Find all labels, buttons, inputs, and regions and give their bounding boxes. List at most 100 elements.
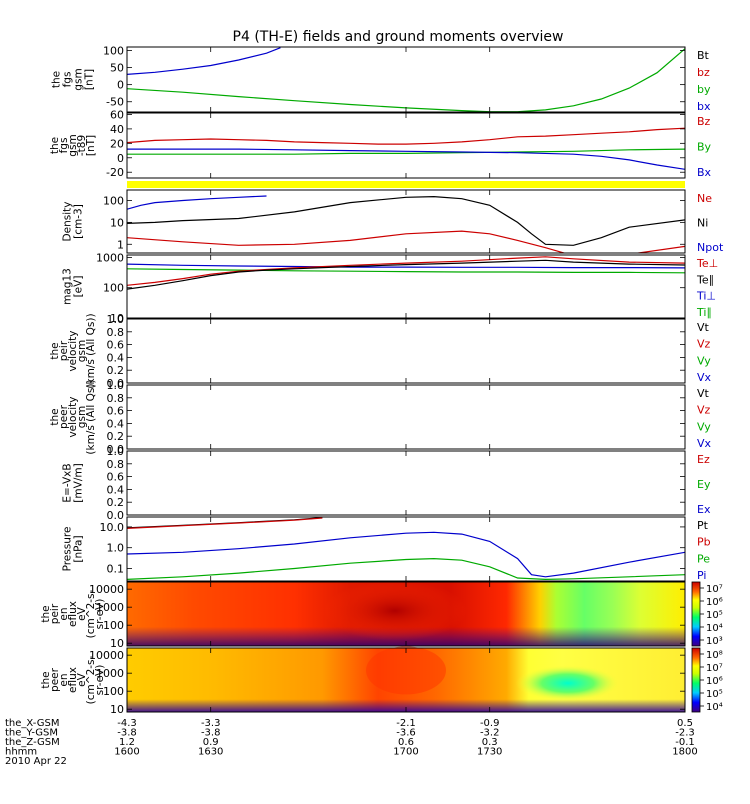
y-axis-label: en [58, 607, 70, 620]
x-axis-value: 1630 [198, 747, 223, 758]
y-tick-label: 1.0 [107, 313, 125, 326]
panel-fgs: 100 50 0 -50 the fgs gsm [nT] Bt bz by bx [51, 44, 711, 113]
y-tick-label: 10000 [89, 583, 124, 596]
y-axis-label: [nPa] [73, 535, 85, 562]
colorbar-tick-label: 10⁸ [706, 650, 723, 661]
legend-entry: Npot [697, 241, 724, 254]
legend-entry: bx [697, 100, 711, 113]
legend-entry: Pi [697, 569, 706, 582]
series-line-density-Npot [127, 195, 267, 210]
y-tick-label: 0 [117, 79, 124, 92]
x-axis-value: 0.6 [398, 737, 414, 748]
colorbar-tick-label: 10⁷ [706, 584, 723, 595]
y-tick-label: 1000 [96, 667, 124, 680]
y-axis-label: eV [76, 606, 88, 620]
y-axis-label: E=-VxB [62, 463, 74, 502]
colorbar-tick-label: 10⁵ [706, 689, 723, 700]
chart-title: P4 (TH-E) fields and ground moments over… [233, 29, 564, 45]
colorbar-tick-label: 10⁵ [706, 610, 723, 621]
y-tick-label: 10 [110, 637, 124, 650]
legend-entry: Ne [697, 192, 712, 205]
y-axis-label: (km/s (All Qs)) [85, 379, 97, 454]
panel-frame [126, 112, 686, 179]
legend-entry: Pe [697, 552, 710, 565]
y-axis-label: velocity [67, 330, 79, 371]
x-axis-block: the_X-GSM -4.3 -3.3 -2.1 -0.9 0.5 the_Y-GSM -3.… [5, 718, 698, 767]
y-tick-label: 0.6 [107, 405, 125, 418]
panel-pressure: 10.0 1.0 0.1 Pressure [nPa] Pt Pb Pe Pi [62, 516, 711, 582]
panel-density: 100 10 1 Density [cm-3] Ne Ni Npot [62, 189, 724, 254]
y-axis-label: [cm-3] [73, 204, 85, 239]
y-tick-label: 0.0 [107, 509, 125, 522]
y-tick-label: 0.8 [107, 458, 125, 471]
y-tick-label: 0.2 [107, 430, 125, 443]
x-axis-date: 2010 Apr 22 [5, 756, 67, 767]
y-axis-label: [eV] [73, 276, 85, 298]
series-line-pressure-Pe [127, 557, 685, 581]
y-tick-label: 0.4 [107, 417, 125, 430]
legend-entry: Ti⊥ [696, 290, 716, 303]
y-axis-label: sr-eV) [94, 665, 106, 696]
panel-frame [126, 46, 686, 113]
y-tick-label: 0.4 [107, 483, 125, 496]
y-axis-label: (cm^2-s- [85, 589, 97, 638]
legend-entry: Pt [697, 519, 709, 532]
heatmap-hot-core [322, 580, 467, 641]
y-axis-label: peir [49, 603, 61, 624]
x-axis-row-label: the_Y-GSM [5, 728, 58, 739]
panel-frame [126, 318, 686, 384]
y-tick-label: 1.0 [107, 379, 125, 392]
colorbar-tick-label: 10³ [706, 636, 723, 647]
y-axis-label: velocity [67, 396, 79, 437]
legend-entry: Vz [697, 404, 711, 417]
y-axis-label: peir [58, 340, 70, 361]
colorbar-tick-label: 10⁷ [706, 663, 723, 674]
x-axis-value: 1800 [672, 747, 697, 758]
x-axis-value: -4.3 [117, 718, 137, 729]
x-axis-value: 1700 [393, 747, 418, 758]
legend-entry: Bt [697, 49, 710, 62]
legend-entry: Vy [697, 420, 711, 433]
x-axis-value: -3.6 [396, 728, 416, 739]
x-axis-value: -2.1 [396, 718, 416, 729]
y-tick-label: -20 [106, 166, 124, 179]
y-tick-label: 40 [110, 123, 124, 136]
y-tick-label: 10 [110, 216, 124, 229]
y-tick-label: 0.2 [107, 496, 125, 509]
y-tick-label: 0.6 [107, 471, 125, 484]
y-axis-label: eflux [67, 667, 79, 693]
x-axis-value: -0.9 [480, 718, 500, 729]
series-line-temperature-Te∥ [127, 259, 685, 290]
y-axis-label: the [49, 408, 61, 425]
legend-entry: Vx [697, 437, 712, 450]
legend-entry: Ez [697, 453, 710, 466]
y-tick-label: 50 [110, 62, 124, 75]
yellow-status-bar [127, 181, 685, 188]
series-line-fgs-blue [127, 47, 281, 75]
x-axis-row-label: hhmm [5, 747, 37, 758]
x-axis-value: -3.2 [480, 728, 500, 739]
y-axis-label: gsm [73, 68, 85, 90]
x-axis-value: 1600 [114, 747, 139, 758]
y-tick-label: 1.0 [107, 542, 125, 555]
y-tick-label: 1000 [96, 251, 124, 264]
y-tick-label: 0.2 [107, 364, 125, 377]
y-tick-label: 100 [103, 194, 124, 207]
y-axis-label: fgs [62, 72, 74, 88]
x-axis-value: -2.3 [675, 728, 695, 739]
y-axis-label: eV [76, 672, 88, 686]
panel-frame [126, 516, 686, 582]
x-axis-value: -3.8 [117, 728, 137, 739]
y-tick-label: 0 [117, 152, 124, 165]
legend-entry: Ti∥ [696, 306, 712, 319]
legend-entry: Pb [697, 536, 711, 549]
series-line-pressure-Pt [127, 517, 323, 529]
legend-entry: By [697, 141, 712, 154]
legend-entry: Te⊥ [696, 257, 718, 270]
legend-entry: Bz [697, 115, 711, 128]
x-axis-value: -0.1 [675, 737, 695, 748]
x-axis-value: 1.2 [119, 737, 135, 748]
y-axis-label: mag13 [62, 268, 74, 305]
y-tick-label: 10 [110, 703, 124, 716]
